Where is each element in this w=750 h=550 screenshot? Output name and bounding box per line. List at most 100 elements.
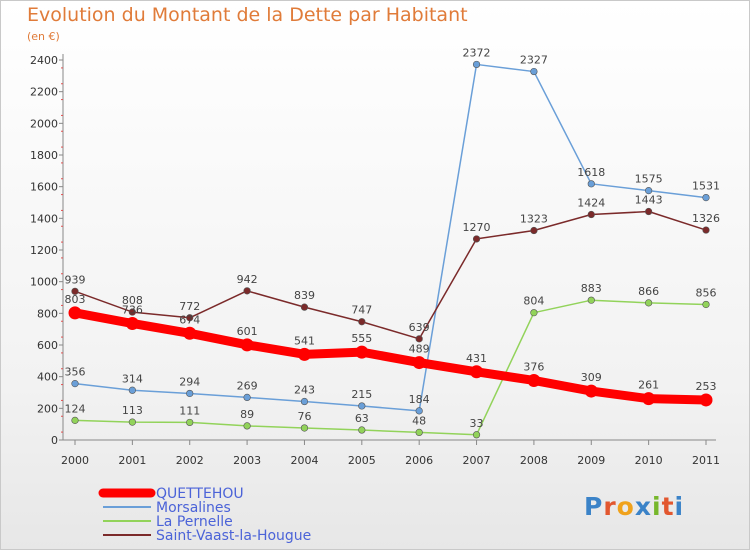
data-point bbox=[186, 314, 194, 322]
data-label: 856 bbox=[696, 286, 717, 299]
data-point bbox=[358, 426, 366, 434]
data-label: 1270 bbox=[463, 221, 491, 234]
data-label: 772 bbox=[179, 300, 200, 313]
legend-label: Morsalines bbox=[156, 500, 231, 516]
data-point bbox=[243, 287, 251, 295]
data-label: 113 bbox=[122, 404, 143, 417]
data-point bbox=[128, 308, 136, 316]
y-tick-label: 1000 bbox=[30, 276, 58, 289]
x-tick-label: 2005 bbox=[348, 454, 376, 467]
data-point bbox=[587, 296, 595, 304]
data-point bbox=[71, 287, 79, 295]
data-point bbox=[642, 392, 656, 406]
data-label: 243 bbox=[294, 384, 315, 397]
y-tick-label: 0 bbox=[51, 434, 58, 447]
x-tick-label: 2008 bbox=[520, 454, 548, 467]
series-quettehou: 803 736 674 601 541 555 489 431 376 309 261 253 bbox=[65, 293, 717, 407]
x-tick-label: 2000 bbox=[61, 454, 89, 467]
axes: 0 200 400 600 800 1000 1200 1400 1600 1800 2000 220… bbox=[30, 54, 720, 467]
data-point bbox=[415, 428, 423, 437]
data-label: 309 bbox=[581, 371, 602, 384]
y-tick-label: 2200 bbox=[30, 86, 58, 99]
series-line bbox=[70, 308, 711, 405]
data-label: 76 bbox=[297, 410, 311, 423]
data-label: 489 bbox=[409, 343, 430, 356]
series-la-pernelle: 124 113 111 89 76 63 48 33 804 883 866 856 bbox=[65, 282, 717, 439]
data-point bbox=[355, 345, 369, 359]
data-label: 431 bbox=[466, 352, 487, 365]
data-label: 541 bbox=[294, 334, 315, 347]
data-point bbox=[587, 210, 595, 219]
data-point bbox=[415, 407, 423, 415]
y-tick-label: 2400 bbox=[30, 54, 58, 67]
data-point bbox=[125, 316, 139, 330]
data-label: 866 bbox=[638, 285, 659, 298]
data-point bbox=[300, 397, 309, 406]
y-tick-label: 1400 bbox=[30, 212, 58, 225]
data-point bbox=[128, 418, 136, 426]
data-label: 48 bbox=[412, 414, 426, 427]
series-line bbox=[74, 210, 707, 340]
y-tick-label: 200 bbox=[37, 402, 58, 415]
data-point bbox=[415, 335, 423, 343]
data-label: 253 bbox=[696, 380, 717, 393]
data-point bbox=[702, 300, 710, 309]
data-label: 184 bbox=[409, 393, 430, 406]
data-point bbox=[71, 380, 79, 388]
x-tick-label: 2002 bbox=[176, 454, 204, 467]
x-tick-label: 2001 bbox=[118, 454, 146, 467]
x-tick-label: 2007 bbox=[463, 454, 491, 467]
data-point bbox=[530, 309, 538, 317]
series-line bbox=[74, 63, 707, 412]
data-label: 376 bbox=[523, 360, 544, 373]
data-point bbox=[71, 416, 79, 424]
data-label: 1424 bbox=[577, 197, 605, 210]
data-label: 261 bbox=[638, 379, 659, 392]
data-point bbox=[584, 384, 598, 398]
data-label: 1531 bbox=[692, 180, 720, 193]
data-point bbox=[297, 347, 311, 361]
y-tick-label: 1600 bbox=[30, 181, 58, 194]
data-point bbox=[243, 422, 251, 430]
data-label: 942 bbox=[237, 273, 258, 286]
data-label: 839 bbox=[294, 289, 315, 302]
data-label: 2327 bbox=[520, 54, 548, 67]
data-point bbox=[68, 306, 82, 320]
data-label: 555 bbox=[351, 332, 372, 345]
x-tick-label: 2010 bbox=[635, 454, 663, 467]
x-tick-label: 2011 bbox=[692, 454, 720, 467]
x-tick-label: 2003 bbox=[233, 454, 261, 467]
proxiti-logo: Proxiti bbox=[584, 492, 685, 521]
data-label: 314 bbox=[122, 372, 143, 385]
data-label: 269 bbox=[237, 379, 258, 392]
data-point bbox=[243, 393, 251, 402]
data-label: 33 bbox=[470, 417, 484, 430]
data-point bbox=[699, 393, 713, 407]
series-morsalines: 356 314 294 269 243 215 184 2372 2327 1618 1575 153… bbox=[65, 46, 720, 415]
data-label: 804 bbox=[523, 295, 544, 308]
data-point bbox=[300, 303, 309, 311]
data-label: 1575 bbox=[635, 173, 663, 186]
data-point bbox=[702, 193, 710, 202]
data-point bbox=[645, 187, 653, 195]
data-point bbox=[587, 180, 595, 188]
data-label: 601 bbox=[237, 325, 258, 338]
data-point bbox=[183, 326, 197, 340]
data-label: 1323 bbox=[520, 213, 548, 226]
data-label: 356 bbox=[65, 366, 86, 379]
data-point bbox=[472, 431, 481, 439]
y-tick-label: 400 bbox=[37, 371, 58, 384]
legend-label: Saint-Vaast-la-Hougue bbox=[156, 528, 311, 544]
data-label: 1618 bbox=[577, 166, 605, 179]
series-line bbox=[74, 299, 707, 436]
legend-label: La Pernelle bbox=[156, 514, 233, 530]
data-point bbox=[645, 207, 653, 216]
data-point bbox=[128, 386, 136, 394]
series-lines: 356 314 294 269 243 215 184 2372 2327 1618 1575 153… bbox=[65, 46, 720, 439]
data-point bbox=[300, 424, 309, 432]
data-point bbox=[645, 299, 653, 307]
data-point bbox=[186, 389, 194, 398]
data-label: 883 bbox=[581, 282, 602, 295]
data-point bbox=[530, 226, 538, 235]
